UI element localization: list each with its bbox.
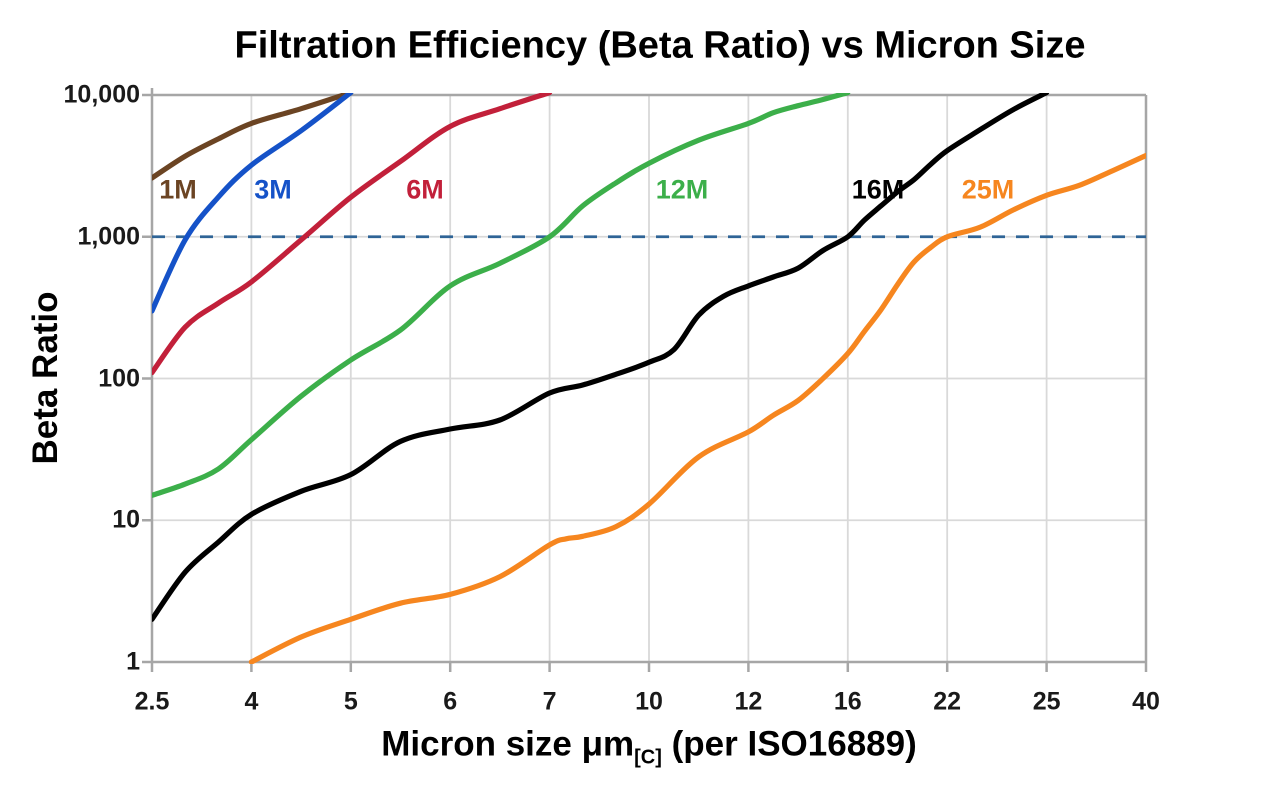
x-tick-label-4: 4 [244,687,259,716]
x-axis-title-suffix: (per ISO16889) [661,724,917,764]
y-tick-label-10000: 10,000 [63,80,140,109]
y-tick-label-10: 10 [112,505,140,534]
x-tick-label-5: 5 [343,687,358,716]
x-tick-label-40: 40 [1132,687,1160,716]
series-label-6M: 6M [406,174,444,205]
x-tick-label-6: 6 [443,687,458,716]
x-tick-label-10: 10 [635,687,663,716]
curves [152,93,1146,664]
x-tick-label-25: 25 [1032,687,1061,716]
chart-title: Filtration Efficiency (Beta Ratio) vs Mi… [234,24,1086,67]
y-tick-label-1: 1 [126,647,140,676]
series-label-16M: 16M [851,174,905,205]
x-tick-label-12: 12 [734,687,763,716]
x-tick-label-2.5: 2.5 [134,687,170,716]
curve-1M [152,93,354,181]
x-axis-title: Micron size μm[C] (per ISO16889) [381,725,916,770]
x-tick-label-22: 22 [933,687,962,716]
series-label-3M: 3M [254,174,292,205]
y-tick-label-100: 100 [98,364,140,392]
curve-16M [152,93,1050,622]
curve-25M [248,152,1146,664]
curve-12M [152,93,851,498]
x-axis-title-main: Micron size μm [381,724,635,764]
y-tick-label-1000: 1,000 [77,222,140,251]
series-label-25M: 25M [961,174,1015,205]
curve-6M [152,93,553,376]
x-tick-label-7: 7 [542,687,557,716]
curve-3M [152,93,354,314]
x-tick-label-16: 16 [833,687,862,716]
series-label-1M: 1M [159,174,197,205]
series-label-12M: 12M [655,174,709,205]
x-axis-title-subscript: [C] [634,746,662,769]
